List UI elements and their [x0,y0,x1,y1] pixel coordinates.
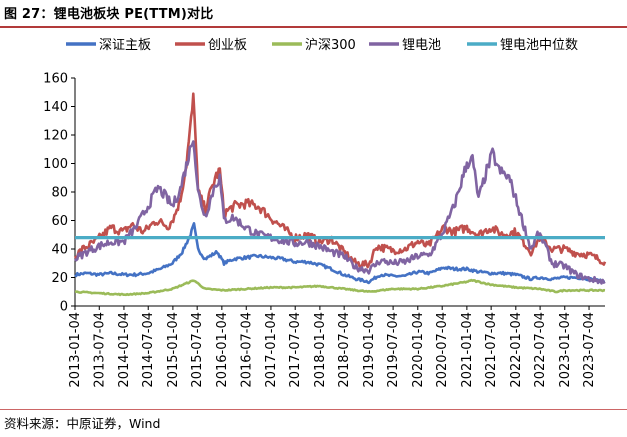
legend-label-2: 沪深300 [305,37,356,53]
y-tick-label-0: 0 [60,300,68,315]
x-tick-label-1: 2013-07-04 [92,312,107,388]
x-tick-label-5: 2015-07-04 [190,312,205,388]
series-line-3 [74,140,606,285]
y-tick-label-8: 160 [43,72,68,87]
x-tick-label-10: 2018-01-04 [313,312,328,388]
legend-label-1: 创业板 [208,38,247,53]
x-tick-label-3: 2014-07-04 [141,312,156,388]
title-rule [0,26,627,28]
y-tick-label-3: 60 [51,214,68,229]
y-tick-label-6: 120 [43,129,68,144]
x-tick-label-16: 2021-01-04 [460,312,475,388]
series-line-0 [74,222,606,285]
x-axis: 2013-01-04 2013-07-04 2014-01-04 2014-07-04… [68,305,605,388]
x-tick-label-4: 2015-01-04 [166,312,181,388]
series-line-2 [74,278,606,297]
x-tick-label-21: 2023-07-04 [582,312,597,388]
y-tick-label-4: 80 [51,186,68,201]
x-tick-label-6: 2016-01-04 [215,312,230,388]
figure-title: 图 27：锂电池板块 PE(TTM)对比 [4,7,214,22]
x-tick-label-19: 2022-07-04 [533,312,548,388]
x-tick-label-11: 2018-07-04 [337,312,352,388]
x-tick-label-18: 2022-01-04 [509,312,524,388]
x-tick-label-13: 2019-07-04 [386,312,401,388]
y-tick-label-7: 140 [43,100,68,115]
x-tick-label-0: 2013-01-04 [68,312,83,388]
x-tick-label-14: 2020-01-04 [411,312,426,388]
x-tick-label-2: 2014-01-04 [117,312,132,388]
y-tick-label-1: 20 [51,271,68,286]
pe-comparison-chart: 深证主板 创业板 沪深300 锂电池 锂电池中位数 0 20 40 60 80 100 120 140… [43,37,607,388]
plot-area [73,92,607,297]
source-rule [0,409,627,410]
series-line-1 [73,92,607,269]
x-tick-label-12: 2019-01-04 [362,312,377,388]
legend-label-4: 锂电池中位数 [500,38,578,53]
legend-label-0: 深证主板 [99,38,151,53]
x-tick-label-7: 2016-07-04 [239,312,254,388]
source-note: 资料来源：中原证券，Wind [4,416,161,431]
x-tick-label-17: 2021-07-04 [484,312,499,388]
y-tick-label-2: 40 [51,243,68,258]
x-tick-label-8: 2017-01-04 [264,312,279,388]
y-axis: 0 20 40 60 80 100 120 140 160 [43,72,76,315]
chart-legend: 深证主板 创业板 沪深300 锂电池 锂电池中位数 [66,37,578,53]
y-tick-label-5: 100 [43,157,68,172]
x-tick-label-20: 2023-01-04 [558,312,573,388]
x-tick-label-9: 2017-07-04 [288,312,303,388]
x-tick-label-15: 2020-07-04 [435,312,450,388]
legend-label-3: 锂电池 [402,38,441,53]
